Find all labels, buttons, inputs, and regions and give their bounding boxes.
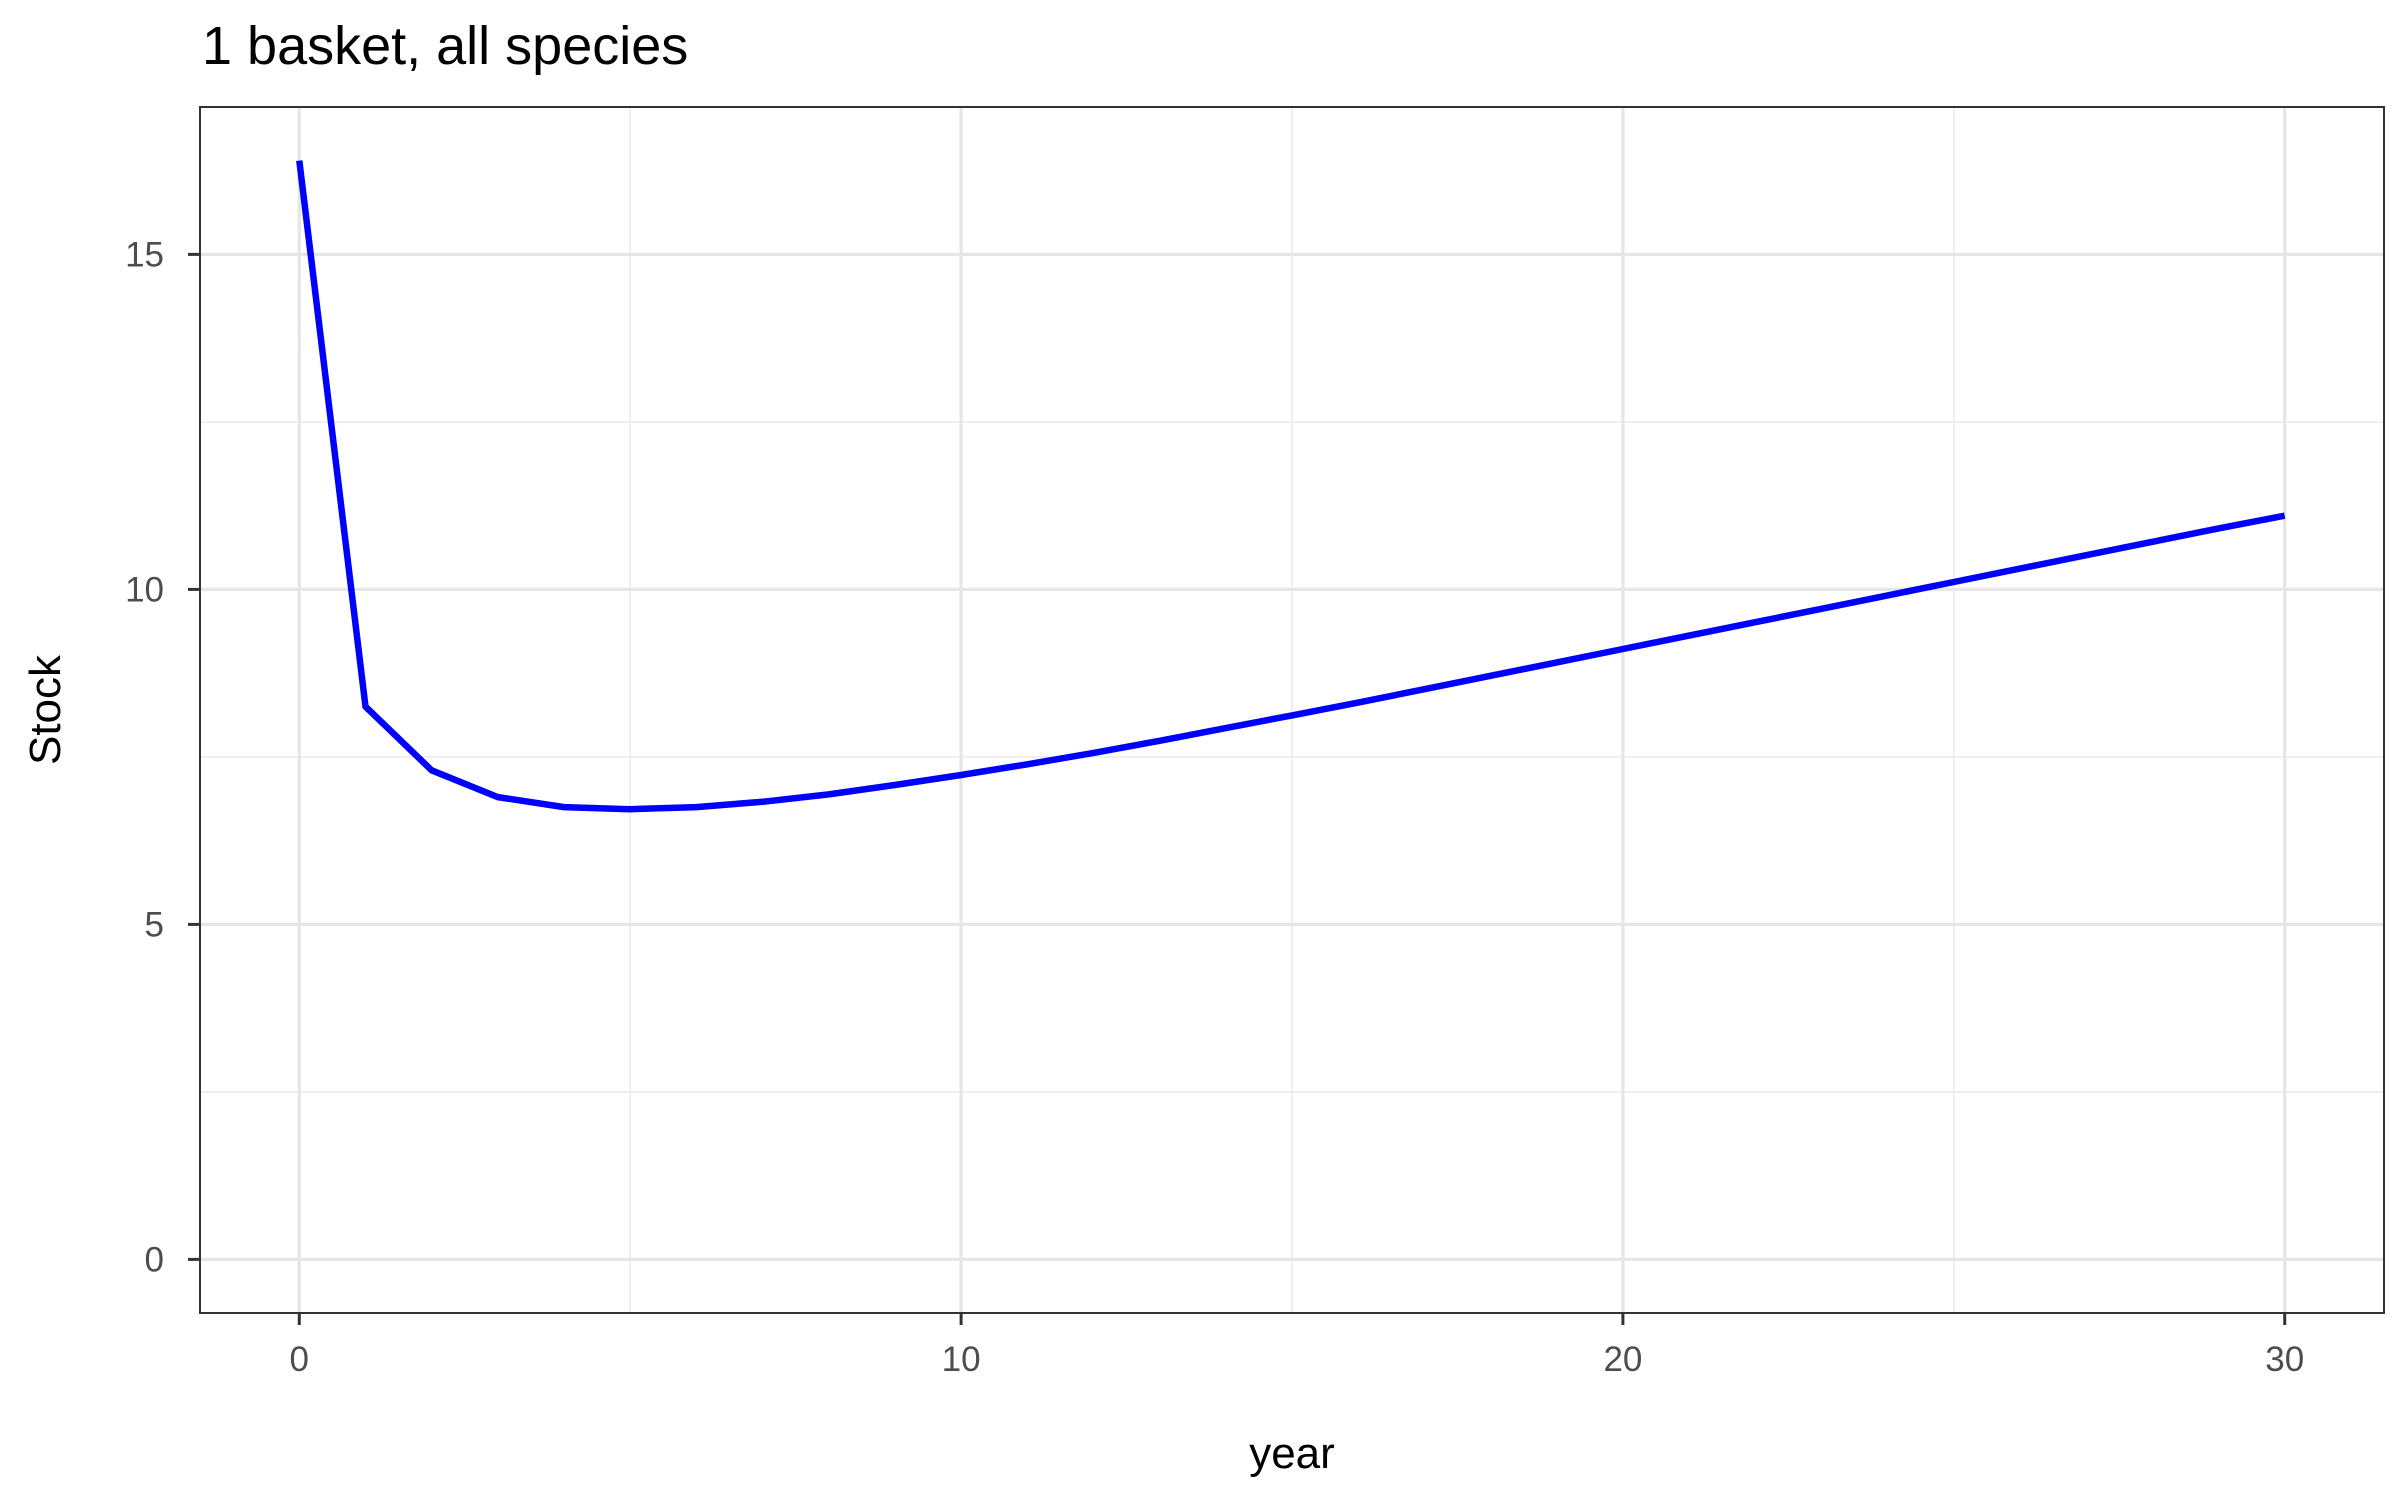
series-layer [296,160,2286,813]
y-axis-title: Stock [21,654,70,765]
y-axis: 0 5 10 15 [125,235,200,1279]
x-tick-label: 10 [942,1340,981,1379]
grid [200,107,2384,1313]
y-tick-label: 10 [125,570,164,609]
x-tick-label: 30 [2265,1340,2304,1379]
y-tick-label: 15 [125,235,164,274]
y-tick-label: 0 [145,1240,164,1279]
x-tick-label: 0 [290,1340,309,1379]
plot-frame [199,106,2385,1314]
x-tick-label: 20 [1603,1340,1642,1379]
x-axis: 0 10 20 30 [290,1313,2304,1379]
x-axis-title: year [1249,1429,1335,1478]
y-tick-label: 5 [145,905,164,944]
series-line [296,160,2286,813]
chart-title: 1 basket, all species [202,16,688,76]
